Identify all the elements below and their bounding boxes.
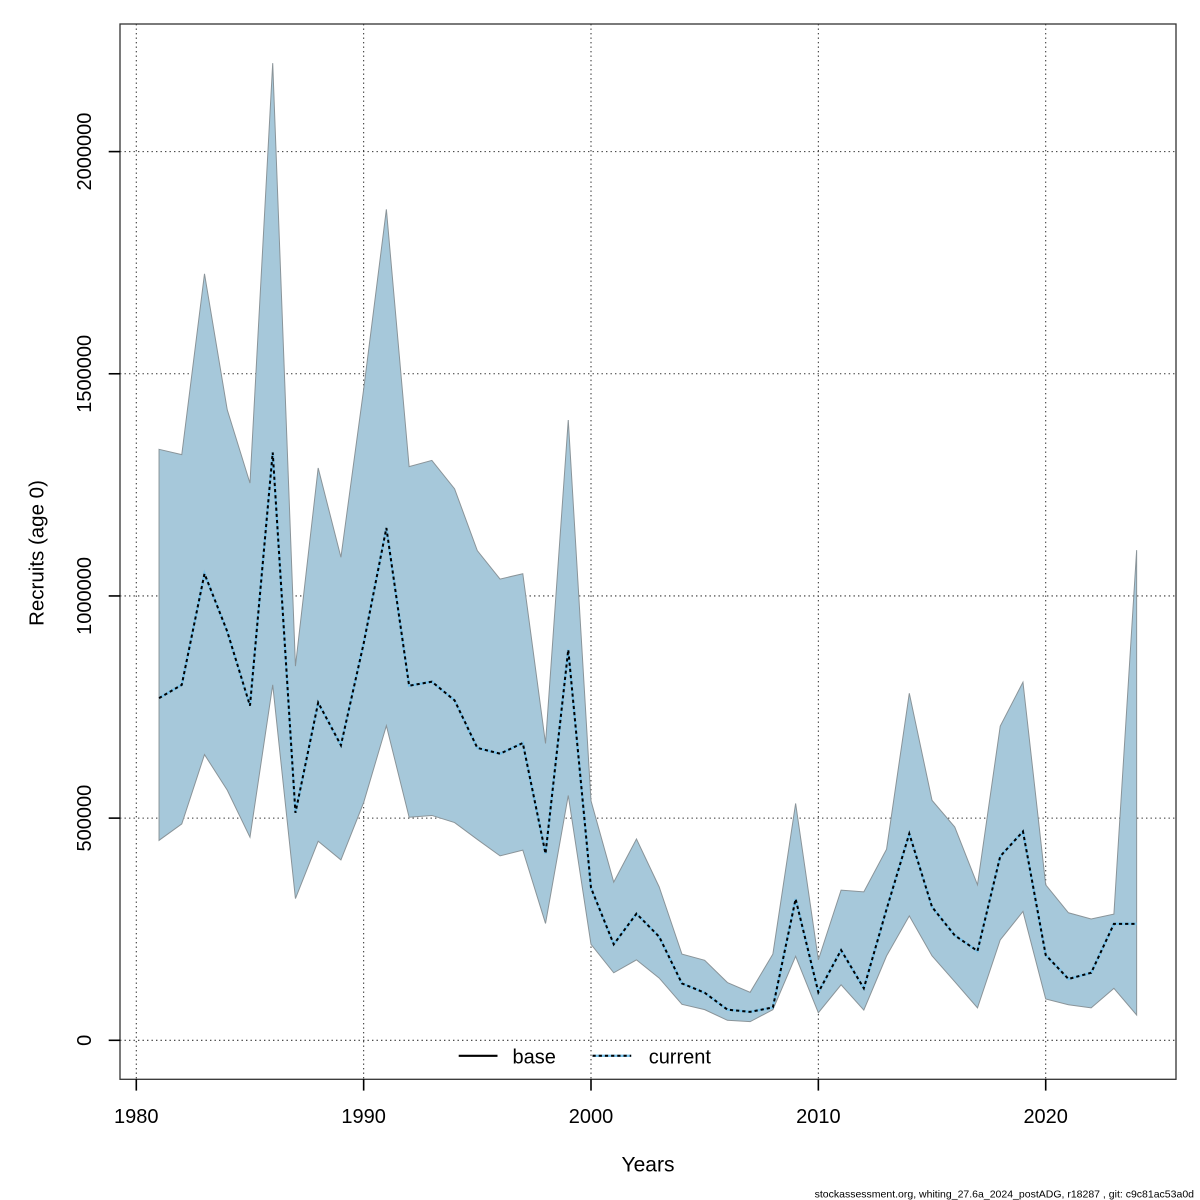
svg-text:base: base bbox=[513, 1047, 556, 1069]
svg-text:Recruits (age 0): Recruits (age 0) bbox=[26, 480, 49, 626]
svg-text:2000: 2000 bbox=[569, 1106, 614, 1128]
svg-text:2010: 2010 bbox=[796, 1106, 841, 1128]
svg-text:current: current bbox=[649, 1047, 712, 1069]
svg-text:stockassessment.org, whiting_2: stockassessment.org, whiting_27.6a_2024_… bbox=[815, 1188, 1195, 1200]
svg-text:1500000: 1500000 bbox=[74, 335, 96, 413]
svg-text:500000: 500000 bbox=[74, 785, 96, 852]
svg-text:Years: Years bbox=[622, 1153, 675, 1176]
svg-text:0: 0 bbox=[74, 1035, 96, 1046]
svg-text:1990: 1990 bbox=[341, 1106, 386, 1128]
svg-text:1980: 1980 bbox=[114, 1106, 159, 1128]
svg-text:2020: 2020 bbox=[1023, 1106, 1068, 1128]
svg-text:1000000: 1000000 bbox=[74, 557, 96, 635]
svg-text:2000000: 2000000 bbox=[74, 113, 96, 191]
